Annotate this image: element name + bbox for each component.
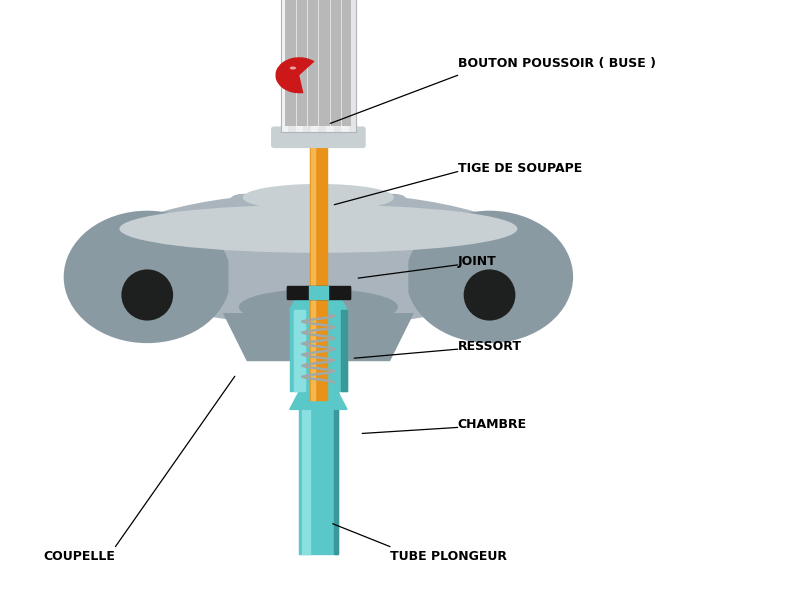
Bar [281,0,357,132]
Ellipse shape [119,205,517,253]
Bar [303,0,310,132]
Bar [309,286,328,299]
Bar [318,0,326,132]
Bar [286,0,352,126]
Polygon shape [223,313,414,361]
Bar [326,0,334,132]
Bar [342,287,350,298]
Bar [287,286,350,299]
Ellipse shape [290,66,296,69]
FancyBboxPatch shape [271,126,366,148]
Bar [310,102,327,400]
Text: CHAMBRE: CHAMBRE [458,418,527,431]
Bar [287,287,295,298]
Bar [299,373,338,554]
Text: TIGE DE SOUPAPE: TIGE DE SOUPAPE [458,162,582,175]
Bar [334,0,341,132]
Text: JOINT: JOINT [458,255,497,268]
Wedge shape [275,57,314,93]
Bar [310,0,318,132]
Bar [296,0,303,132]
Ellipse shape [239,289,398,325]
Bar [341,310,347,391]
Ellipse shape [64,211,231,343]
Bar [290,310,347,391]
Bar [294,310,305,391]
Ellipse shape [96,193,541,325]
Bar [349,0,357,132]
Bar [302,373,310,554]
Ellipse shape [406,211,573,343]
Text: BOUTON POUSSOIR ( BUSE ): BOUTON POUSSOIR ( BUSE ) [458,57,656,70]
Ellipse shape [121,270,174,321]
Bar [311,102,315,400]
Bar [281,0,288,132]
Polygon shape [290,391,347,409]
Text: RESSORT: RESSORT [458,340,521,353]
Text: COUPELLE: COUPELLE [44,550,115,563]
Bar [334,373,338,554]
FancyBboxPatch shape [228,194,408,324]
Text: TUBE PLONGEUR: TUBE PLONGEUR [390,550,507,563]
Bar [341,0,349,132]
Ellipse shape [463,270,516,321]
Bar [288,0,296,132]
Polygon shape [290,298,347,310]
Ellipse shape [243,184,394,211]
